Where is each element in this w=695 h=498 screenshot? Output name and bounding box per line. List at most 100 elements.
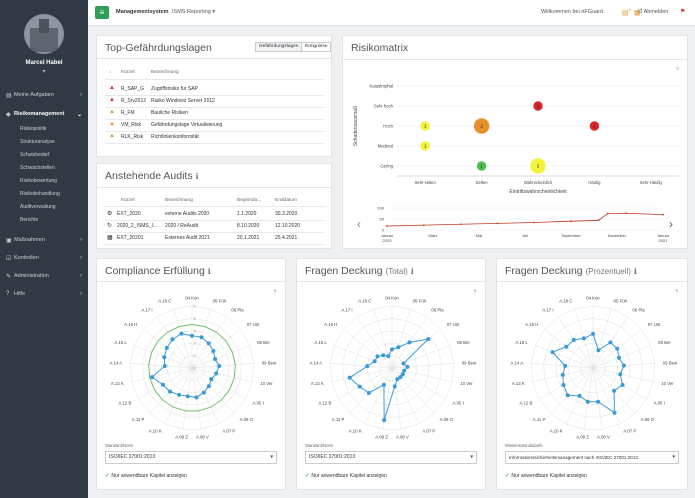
radar-point[interactable] (581, 336, 586, 341)
radar-point[interactable] (390, 347, 394, 352)
radar-point[interactable] (596, 348, 601, 353)
nav-sub-risikobewertung[interactable]: Risikobewertung (20, 177, 57, 184)
norm-select[interactable]: ISO/IEC 27001:2013 ▾ (305, 451, 477, 464)
radar-point[interactable] (618, 372, 623, 377)
radar-point[interactable] (591, 331, 595, 336)
timeline-prev-arrow[interactable]: ‹ (357, 217, 361, 231)
radar-point[interactable] (217, 363, 222, 368)
radar-point[interactable] (608, 340, 613, 345)
radar-point[interactable] (199, 335, 204, 340)
radar-point[interactable] (372, 359, 377, 364)
avatar[interactable] (24, 14, 64, 54)
radar-point[interactable] (564, 344, 569, 349)
chevron-down-icon[interactable]: ▾ (42, 69, 46, 75)
radar-point[interactable] (209, 377, 214, 382)
radar-point[interactable] (612, 410, 617, 415)
nav-sub-berichte[interactable]: Berichte (20, 216, 39, 223)
radar-point[interactable] (190, 333, 194, 338)
info-icon[interactable]: ℹ (410, 267, 414, 276)
radar-point[interactable] (550, 350, 555, 355)
radar-point[interactable] (620, 383, 625, 388)
nav-item-meine-aufgaben[interactable]: ▤ Meine Aufgaben › (0, 88, 88, 102)
audit-row[interactable]: ↻ 2020_2_ISMS_I... 2020 / ReAudit 8.10.2… (105, 221, 325, 232)
col-bezeichnung[interactable]: Bezeichnung (165, 198, 193, 203)
calendar-icon[interactable]: ▦1 (634, 7, 643, 17)
radar-point[interactable] (407, 340, 412, 345)
risk-bubble[interactable]: 1 (589, 120, 600, 132)
reset-zoom-icon[interactable]: ↰ (674, 289, 679, 295)
radar-point[interactable] (206, 341, 211, 346)
risk-bubble[interactable]: 1 (419, 140, 431, 152)
radar-point[interactable] (347, 375, 352, 380)
radar-point[interactable] (571, 337, 576, 342)
radar-point[interactable] (366, 390, 371, 395)
radar-point[interactable] (615, 346, 620, 351)
radar-point[interactable] (161, 382, 166, 387)
radar-point[interactable] (381, 382, 386, 387)
radar-point[interactable] (179, 331, 184, 336)
radar-point[interactable] (426, 337, 431, 342)
risk-row[interactable]: ▲ R_FM Bauliche Risiken (105, 108, 325, 119)
flag-icon[interactable]: ⚑ (680, 9, 686, 15)
nav-sub-schutzbedarf[interactable]: Schutzbedarf (20, 151, 50, 158)
info-icon[interactable]: ℹ (207, 267, 211, 276)
radar-point[interactable] (381, 353, 386, 358)
radar-point[interactable] (560, 372, 565, 377)
radar-point[interactable] (375, 354, 380, 359)
logout-button[interactable]: ⏻ Abmelden (638, 9, 668, 16)
nav-item-kontrollen[interactable]: ☑ Kontrollen › (0, 251, 88, 265)
radar-point[interactable] (201, 390, 206, 395)
module-dropdown[interactable]: ISMS Reporting ▾ (172, 9, 215, 15)
risk-bubble[interactable]: 2 (473, 117, 490, 135)
radar-point[interactable] (170, 337, 175, 342)
radar-point[interactable] (214, 371, 219, 376)
col-kuerzel[interactable]: Kürzel (121, 70, 135, 75)
radar-point[interactable] (565, 393, 570, 398)
radar-point[interactable] (382, 418, 387, 423)
radar-point[interactable] (400, 372, 405, 377)
tab-gefaehrdungslagen[interactable]: Gefährdungslagen (255, 42, 303, 52)
radar-point[interactable] (405, 364, 410, 369)
radar-point[interactable] (177, 392, 182, 397)
radar-point[interactable] (561, 383, 566, 388)
risk-bubble[interactable]: 1 (419, 120, 431, 132)
applicable-checkbox[interactable]: ✓ Nur anwendbare Kapitel anzeigen (305, 472, 387, 479)
radar-point[interactable] (162, 355, 167, 360)
risk-row[interactable]: ▲ R_SAP_G Zugriffsrisiko für SAP (105, 84, 325, 95)
col-enddatum[interactable]: Enddatum (275, 198, 297, 203)
radar-point[interactable] (585, 399, 590, 404)
radar-point[interactable] (392, 384, 397, 389)
nav-sub-auditverwaltung[interactable]: Auditverwaltung (20, 203, 56, 210)
radar-point[interactable] (386, 354, 391, 359)
radar-point[interactable] (398, 375, 403, 380)
col-bezeichnung[interactable]: Bezeichnung (151, 70, 179, 75)
radar-point[interactable] (563, 363, 568, 368)
audit-row[interactable]: ⚙ EXT_2020 externe Audits 2020 1.1.2020 … (105, 209, 325, 220)
hamburger-icon[interactable]: ≡ (676, 66, 679, 72)
menu-button[interactable]: ≡ (95, 6, 109, 19)
radar-point[interactable] (168, 389, 173, 394)
applicable-checkbox[interactable]: ✓ Nur anwendbare Kapitel anzeigen (505, 472, 587, 479)
radar-point[interactable] (621, 363, 626, 368)
nav-item-administration[interactable]: ✎ Administration › (0, 269, 88, 283)
risk-row[interactable]: ▲ VM_Risk Gefährdungslage Virtualisierun… (105, 120, 325, 131)
norm-select[interactable]: ISO/IEC 27001:2013 ▾ (105, 451, 277, 464)
risk-row[interactable]: ▲ R_Srv2012 Risiko Windows Server 2012 (105, 96, 325, 107)
audit-row[interactable]: ▦ EXT_20201 Externes Audit 2021 20.1.202… (105, 233, 325, 244)
radar-point[interactable] (164, 345, 169, 350)
nav-sub-risikopolitik[interactable]: Risikopolitik (20, 125, 47, 132)
risk-bubble[interactable]: 1 (476, 160, 487, 172)
radar-point[interactable] (596, 399, 601, 404)
radar-point[interactable] (577, 393, 582, 398)
reset-zoom-icon[interactable]: ↰ (272, 289, 277, 295)
radar-point[interactable] (612, 388, 617, 393)
radar-point[interactable] (616, 355, 621, 360)
radar-point[interactable] (162, 363, 167, 368)
radar-point[interactable] (194, 395, 199, 400)
risk-bubble[interactable]: 2 (529, 157, 547, 175)
info-icon[interactable]: ℹ (633, 267, 637, 276)
radar-point[interactable] (206, 384, 211, 389)
applicable-checkbox[interactable]: ✓ Nur anwendbare Kapitel anzeigen (105, 472, 187, 479)
radar-point[interactable] (185, 394, 190, 399)
radar-point[interactable] (401, 361, 406, 366)
